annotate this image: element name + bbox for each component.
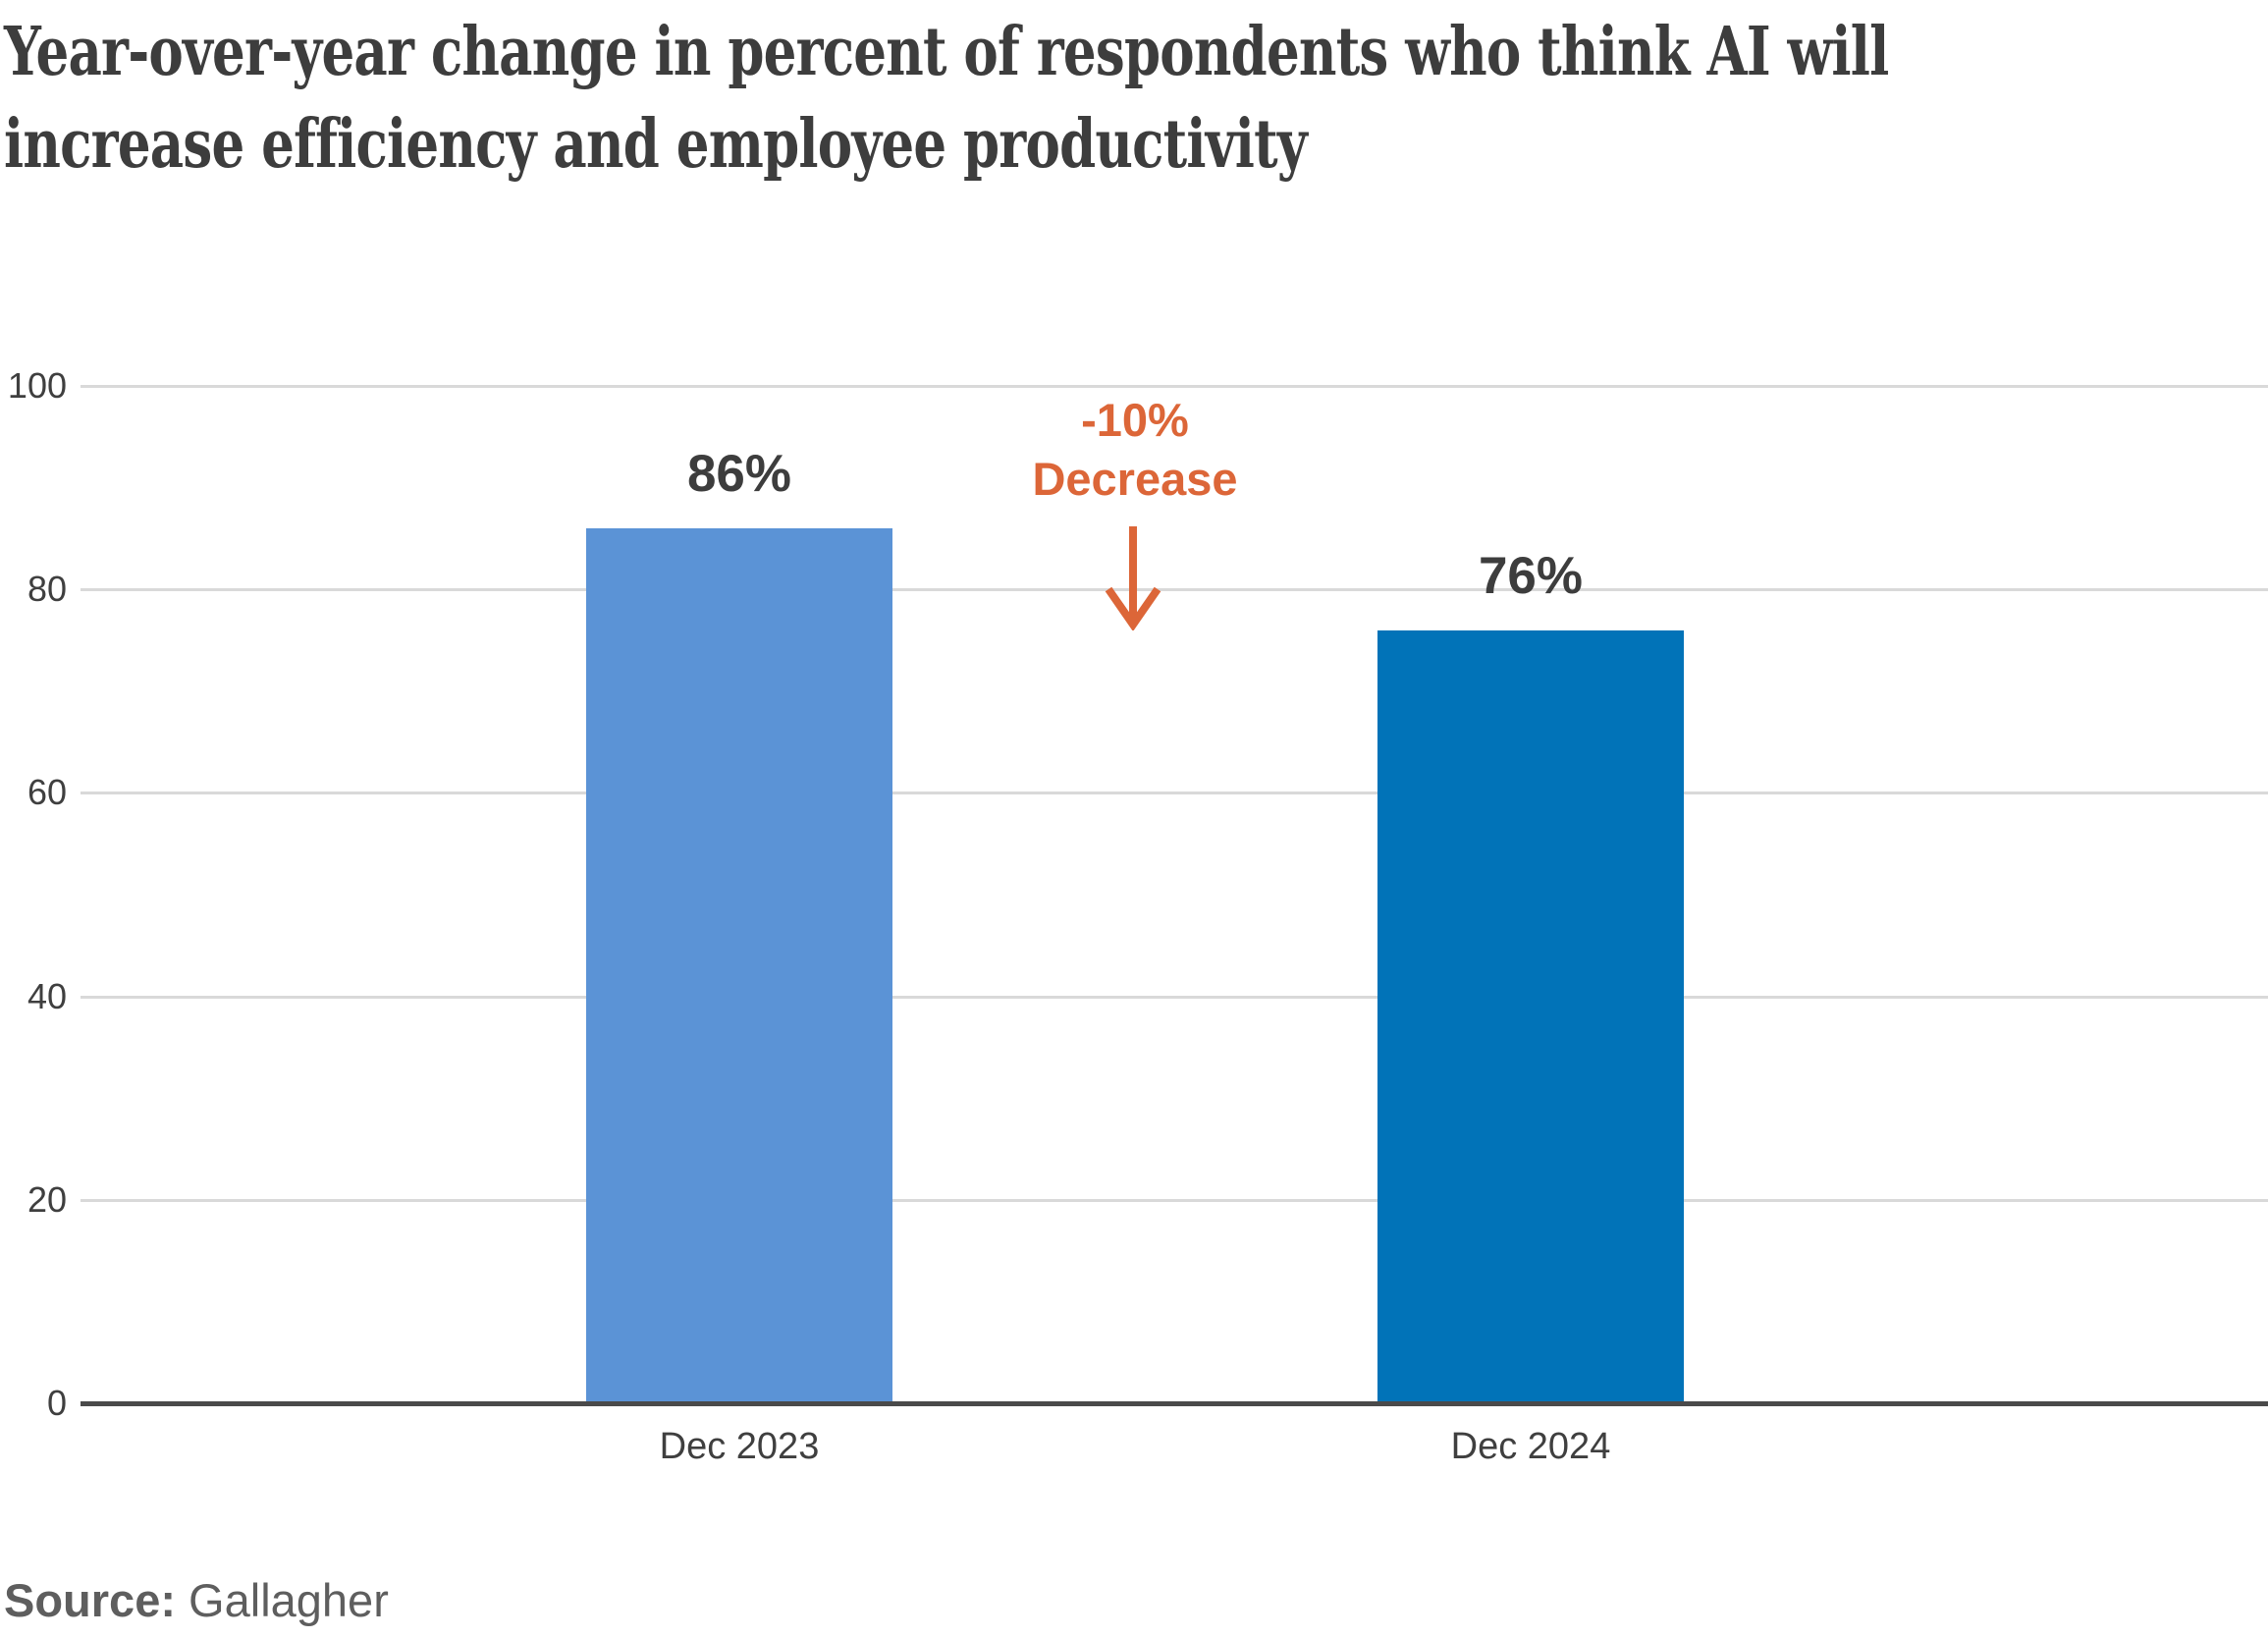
gridline-40	[81, 996, 2268, 999]
chart-title-line-1: Year-over-year change in percent of resp…	[4, 13, 1889, 91]
y-tick-label-20: 20	[27, 1179, 67, 1220]
chart-title-line-2: increase efficiency and employee product…	[4, 105, 1308, 184]
x-axis-line	[81, 1401, 2268, 1406]
decrease-annotation-word: Decrease	[1032, 453, 1238, 505]
decrease-annotation-value: -10%	[1081, 394, 1189, 446]
x-tick-label-dec-2023: Dec 2023	[659, 1426, 820, 1467]
bar-dec-2024	[1377, 630, 1684, 1403]
decrease-annotation: -10% Decrease	[890, 391, 1380, 509]
source-label: Source:	[4, 1574, 176, 1626]
arrow-down-icon	[1105, 526, 1161, 630]
y-tick-label-0: 0	[46, 1383, 67, 1423]
y-tick-label-100: 100	[7, 365, 67, 406]
value-label-dec-2024: 76%	[1478, 547, 1584, 605]
x-tick-label-dec-2024: Dec 2024	[1450, 1426, 1611, 1467]
y-tick-label-80: 80	[27, 569, 67, 609]
gridline-20	[81, 1199, 2268, 1202]
gridline-60	[81, 792, 2268, 794]
y-tick-label-40: 40	[27, 976, 67, 1016]
gridline-100	[81, 385, 2268, 388]
source-name: Gallagher	[176, 1574, 389, 1626]
y-tick-label-60: 60	[27, 772, 67, 812]
source-line: Source: Gallagher	[4, 1573, 389, 1627]
value-label-dec-2023: 86%	[686, 445, 792, 503]
bar-dec-2023	[586, 528, 892, 1403]
gridline-80	[81, 588, 2268, 591]
chart-title: Year-over-year change in percent of resp…	[4, 6, 1889, 191]
